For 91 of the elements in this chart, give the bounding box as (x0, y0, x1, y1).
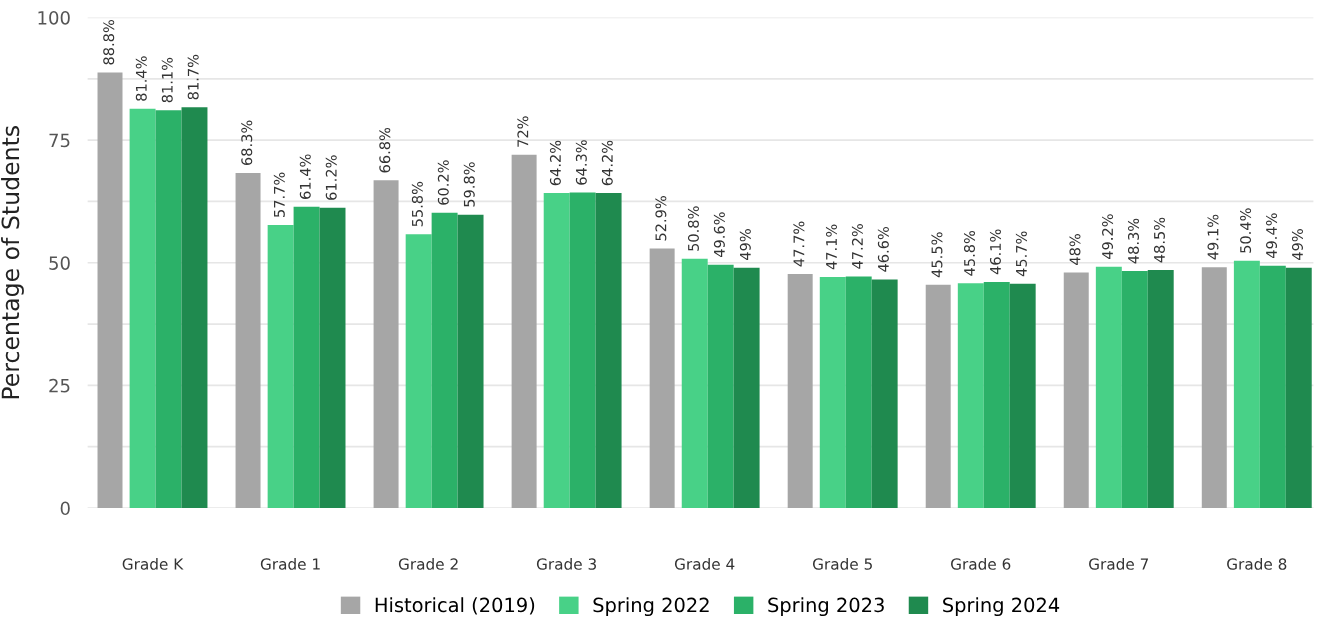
data-label: 81.4% (135, 56, 147, 101)
bar (235, 173, 261, 509)
legend-label: Spring 2023 (768, 597, 884, 617)
bar (983, 281, 1010, 509)
bar (319, 207, 346, 509)
x-tick-label: Grade 6 (951, 558, 1011, 570)
bar (97, 72, 123, 509)
bar (373, 180, 399, 509)
data-label: 72% (517, 116, 529, 147)
data-label: 60.2% (437, 160, 449, 205)
bar (181, 107, 208, 509)
bar (1121, 271, 1148, 509)
x-tick-label: Grade 1 (260, 558, 320, 570)
data-label: 47.1% (825, 224, 837, 270)
y-axis-title: Percentage of Students (1, 126, 24, 399)
data-label: 64.2% (601, 140, 613, 186)
bar (1285, 267, 1312, 509)
data-label: 68.3% (241, 120, 253, 166)
bar (129, 108, 156, 509)
bar (293, 206, 320, 509)
bar (957, 283, 984, 509)
data-label: 66.8% (379, 127, 391, 173)
data-label: 47.7% (793, 221, 805, 267)
data-label: 49% (1291, 229, 1303, 261)
legend-label: Historical (2019) (375, 597, 535, 615)
x-tick-label: Grade K (122, 558, 184, 570)
legend-label: Spring 2024 (943, 597, 1060, 617)
data-label: 48.3% (1127, 218, 1140, 264)
x-tick-label: Grade 2 (398, 558, 458, 570)
data-label: 57.7% (273, 172, 285, 217)
data-label: 50.8% (687, 206, 699, 251)
bar (925, 284, 951, 509)
bar (733, 267, 760, 509)
data-label: 45.8% (963, 230, 976, 276)
bar (1259, 265, 1286, 509)
y-tick-label: 0 (60, 501, 70, 516)
data-label: 64.2% (549, 140, 561, 186)
bar (1095, 266, 1122, 509)
y-tick-label: 75 (49, 133, 70, 148)
bar (681, 258, 708, 509)
data-label: 81.1% (161, 57, 173, 103)
data-label: 61.2% (325, 155, 337, 200)
x-tick-label: Grade 7 (1089, 558, 1149, 570)
bar (457, 214, 484, 509)
bar (1009, 283, 1036, 509)
data-label: 46.6% (877, 226, 889, 272)
data-label: 50.4% (1240, 208, 1252, 253)
bar (707, 264, 734, 509)
bar (511, 154, 537, 509)
bar (871, 279, 898, 509)
data-label: 49% (739, 229, 751, 261)
data-label: 46.1% (989, 229, 1001, 275)
data-label: 55.8% (411, 181, 423, 227)
x-tick-label: Grade 3 (536, 558, 596, 570)
data-label: 59.8% (463, 162, 475, 207)
bar (155, 110, 182, 509)
data-label: 49.2% (1102, 214, 1114, 260)
x-tick-label: Grade 4 (674, 558, 735, 570)
bar (543, 193, 570, 509)
y-tick-label: 100 (38, 10, 70, 25)
x-tick-label: Grade 8 (1227, 558, 1287, 570)
data-label: 88.8% (103, 19, 115, 65)
data-label: 49.1% (1207, 214, 1219, 260)
data-label: 45.7% (1015, 231, 1027, 277)
bar (819, 276, 846, 509)
data-label: 52.9% (655, 196, 667, 241)
bar (845, 276, 872, 509)
y-tick-label: 50 (49, 256, 70, 270)
bar (569, 192, 596, 509)
data-label: 48.5% (1153, 217, 1165, 263)
bar (431, 212, 458, 509)
bar (649, 248, 675, 509)
bar (1233, 260, 1260, 509)
bar (267, 224, 294, 509)
data-label: 48% (1069, 234, 1081, 265)
y-tick-label: 25 (49, 378, 70, 393)
data-label: 45.5% (931, 232, 943, 278)
data-label: 49.4% (1266, 213, 1278, 259)
x-tick-label: Grade 5 (812, 558, 872, 570)
bar (595, 193, 622, 509)
bar (1063, 272, 1089, 509)
data-label: 61.4% (299, 154, 311, 199)
bar (405, 234, 432, 509)
data-label: 47.2% (851, 224, 863, 269)
bar (1201, 267, 1227, 509)
data-label: 49.6% (713, 212, 725, 258)
bar (787, 274, 813, 509)
legend-label: Spring 2022 (593, 597, 709, 617)
data-label: 64.3% (575, 140, 587, 185)
bar (1147, 270, 1174, 509)
data-label: 81.7% (187, 54, 199, 100)
